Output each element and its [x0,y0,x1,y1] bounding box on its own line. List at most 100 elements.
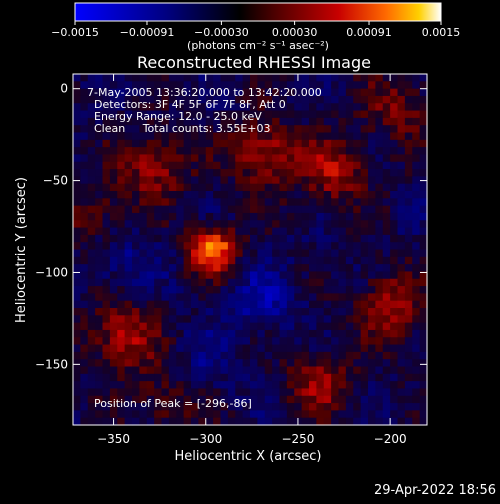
heatmap-cell [109,329,118,338]
heatmap-cell [286,417,295,426]
heatmap-cell [80,351,89,360]
heatmap-cell [345,183,354,192]
heatmap-cell [397,381,406,390]
heatmap-cell [154,234,163,243]
heatmap-cell [220,381,229,390]
heatmap-cell [360,256,369,265]
heatmap-cell [404,373,413,382]
heatmap-cell [102,359,111,368]
heatmap-cell [412,220,421,229]
heatmap-cell [404,125,413,134]
heatmap-cell [353,183,362,192]
heatmap-cell [227,191,236,199]
heatmap-cell [198,198,207,207]
heatmap-cell [220,205,229,214]
heatmap-cell [345,373,354,382]
heatmap-cell [301,176,310,185]
heatmap-cell [353,234,362,243]
heatmap-cell [368,183,376,192]
heatmap-cell [117,161,126,170]
heatmap-cell [360,81,369,90]
heatmap-cell [360,293,369,302]
heatmap-cell [87,395,96,404]
heatmap-cell [286,337,295,346]
heatmap-cell [109,395,118,404]
heatmap-cell [257,74,266,82]
heatmap-cell [132,183,140,192]
heatmap-cell [168,256,177,265]
heatmap-cell [95,410,104,419]
heatmap-cell [294,337,303,346]
heatmap-cell [301,205,310,214]
heatmap-cell [102,242,111,251]
heatmap-cell [331,212,340,221]
heatmap-cell [316,278,325,287]
heatmap-cell [382,176,391,185]
heatmap-cell [102,271,111,280]
heatmap-cell [338,242,347,251]
heatmap-cell [117,286,126,294]
heatmap-cell [331,117,340,126]
heatmap-cell [154,271,163,280]
heatmap-cell [338,74,347,82]
heatmap-cell [257,242,266,251]
heatmap-cell [117,417,126,426]
heatmap-cell [102,183,111,192]
heatmap-cell [309,139,317,148]
heatmap-cell [345,388,354,397]
heatmap-cell [345,117,354,126]
heatmap-cell [279,176,288,185]
heatmap-cell [368,95,376,104]
heatmap-cell [301,308,310,316]
heatmap-cell [375,351,384,360]
heatmap-cell [419,212,428,221]
heatmap-cell [397,373,406,382]
heatmap-cell [87,242,96,251]
heatmap-cell [382,249,391,258]
heatmap-cell [227,176,236,185]
heatmap-cell [250,417,258,426]
heatmap-cell [227,103,236,112]
heatmap-cell [102,103,111,112]
heatmap-cell [397,81,406,90]
heatmap-cell [117,154,126,163]
heatmap-cell [146,234,155,243]
heatmap-cell [213,147,222,156]
heatmap-cell [250,220,258,229]
heatmap-cell [220,117,229,126]
heatmap-cell [397,147,406,156]
heatmap-cell [220,110,229,119]
heatmap-cell [264,344,273,353]
heatmap-cell [264,198,273,207]
heatmap-cell [390,249,399,258]
heatmap-cell [368,154,376,163]
heatmap-cell [124,191,133,199]
heatmap-cell [213,278,222,287]
heatmap-cell [146,132,155,141]
heatmap-cell [404,293,413,302]
heatmap-cell [161,381,170,390]
heatmap-cell [124,161,133,170]
heatmap-cell [198,264,207,273]
heatmap-cell [213,110,222,119]
heatmap-cell [220,169,229,177]
heatmap-cell [345,322,354,331]
heatmap-cell [264,373,273,382]
heatmap-cell [257,388,266,397]
heatmap-cell [205,132,214,141]
heatmap-cell [286,169,295,177]
heatmap-cell [397,198,406,207]
heatmap-cell [419,388,428,397]
heatmap-cell [146,117,155,126]
heatmap-cell [338,191,347,199]
heatmap-cell [183,322,192,331]
heatmap-cell [183,227,192,236]
heatmap-cell [176,308,185,316]
heatmap-cell [198,256,207,265]
heatmap-cell [419,117,428,126]
heatmap-cell [95,147,104,156]
heatmap-cell [323,183,332,192]
heatmap-cell [95,344,104,353]
heatmap-cell [397,220,406,229]
heatmap-cell [80,139,89,148]
